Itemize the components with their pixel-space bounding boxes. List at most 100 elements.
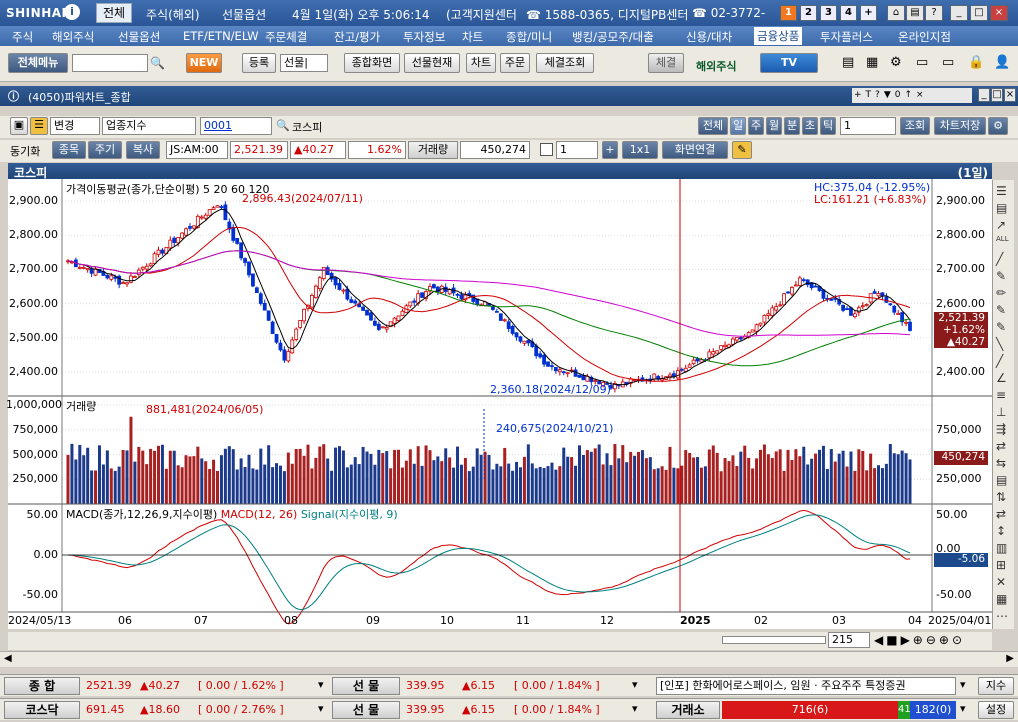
- fill-query-button[interactable]: 체결조회: [536, 53, 594, 73]
- drawing-tool-icon[interactable]: ✎: [996, 303, 1007, 317]
- drawing-tool-icon[interactable]: ≡: [996, 388, 1007, 402]
- monitor-icon[interactable]: ▭: [916, 55, 929, 70]
- menu-search-input[interactable]: [72, 54, 148, 72]
- drawing-tool-icon[interactable]: ↕: [996, 524, 1007, 538]
- zoom-slider[interactable]: [722, 636, 826, 644]
- drawing-tool-icon[interactable]: ▤: [996, 201, 1008, 215]
- kosdaq-dropdown-icon[interactable]: ▾: [318, 702, 324, 715]
- period-count-select[interactable]: 1: [840, 117, 896, 135]
- combined-screen-button[interactable]: 종합화면: [344, 53, 400, 73]
- tv-button[interactable]: TV: [760, 53, 818, 73]
- menu-item-4[interactable]: 주문체결: [265, 30, 308, 44]
- drawing-tool-icon[interactable]: ↗: [996, 218, 1007, 232]
- menu-item-12[interactable]: 투자플러스: [820, 30, 873, 44]
- period-day[interactable]: 일: [730, 117, 746, 135]
- help-icon[interactable]: ?: [925, 5, 943, 21]
- menu-item-6[interactable]: 투자정보: [403, 30, 446, 44]
- zoom-control-icons[interactable]: ◀■▶⊕⊖⊕⊙: [874, 633, 966, 647]
- code-search-icon[interactable]: 🔍: [276, 119, 290, 132]
- drawing-tool-icon[interactable]: ALL: [996, 235, 1009, 243]
- chart-button[interactable]: 차트: [466, 53, 496, 73]
- futures-status-button[interactable]: 선물현재: [404, 53, 460, 73]
- add-chart-button[interactable]: +: [602, 141, 618, 159]
- drawing-tool-icon[interactable]: ⇆: [996, 456, 1007, 470]
- menu-item-1[interactable]: 해외주식: [52, 30, 95, 44]
- print-icon[interactable]: ▤: [906, 5, 924, 21]
- drawing-tool-icon[interactable]: ✕: [996, 575, 1007, 589]
- menu-item-0[interactable]: 주식: [12, 30, 34, 44]
- scroll-right-icon[interactable]: ▶: [1006, 653, 1014, 664]
- drawing-tool-icon[interactable]: ⊥: [996, 405, 1007, 419]
- list-icon[interactable]: ☰: [30, 117, 48, 135]
- close-icon[interactable]: ×: [990, 5, 1008, 21]
- pencil-icon[interactable]: ✎: [732, 141, 752, 159]
- drawing-tool-icon[interactable]: ▤: [996, 473, 1008, 487]
- code-input[interactable]: 0001: [200, 117, 272, 135]
- drawing-tool-icon[interactable]: ⊞: [996, 558, 1007, 572]
- drawing-tool-icon[interactable]: ✎: [996, 320, 1007, 334]
- drawing-tool-icon[interactable]: ✎: [996, 269, 1007, 283]
- all-menu-button[interactable]: 전체메뉴: [8, 53, 68, 73]
- period-tick[interactable]: 틱: [820, 117, 836, 135]
- menu-item-11[interactable]: 금융상품: [754, 27, 803, 45]
- all-tab[interactable]: 전체: [96, 3, 132, 23]
- period-minute[interactable]: 분: [784, 117, 800, 135]
- maximize-icon[interactable]: □: [970, 5, 988, 21]
- window-tool-icons[interactable]: +T?▼0↑×: [852, 88, 972, 103]
- drawing-tool-icon[interactable]: ╲: [996, 337, 1004, 351]
- printer-icon[interactable]: ▤: [842, 55, 855, 70]
- settle-button[interactable]: 체결: [648, 53, 684, 73]
- layout-1x1-button[interactable]: 1x1: [622, 141, 658, 159]
- futures-dropdown-icon-2[interactable]: ▾: [632, 702, 638, 715]
- change-select[interactable]: 변경: [50, 117, 100, 135]
- drawing-tool-icon[interactable]: ∠: [996, 371, 1007, 385]
- sub-minimize-icon[interactable]: _: [978, 88, 990, 102]
- screen-link-button[interactable]: 화면연결: [662, 141, 728, 159]
- drawing-tool-icon[interactable]: ⇅: [996, 490, 1007, 504]
- window-icon[interactable]: ▭: [942, 55, 955, 70]
- screen-1-button[interactable]: 1: [780, 5, 797, 21]
- layout-icon[interactable]: ▣: [10, 117, 28, 135]
- zoom-count-input[interactable]: 215: [828, 632, 870, 648]
- news-ticker[interactable]: [인포] 한화에어로스페이스, 임원 · 주요주주 특정증권: [656, 677, 956, 695]
- index-button[interactable]: 지수: [978, 677, 1014, 695]
- drawing-tool-icon[interactable]: ⇄: [996, 507, 1007, 521]
- horizontal-scrollbar[interactable]: ◀ ▶: [0, 651, 1018, 667]
- new-button[interactable]: NEW: [186, 53, 222, 73]
- drawing-tool-icon[interactable]: ╱: [996, 354, 1004, 368]
- settings-gear-icon[interactable]: ⚙: [988, 117, 1008, 135]
- minimize-icon[interactable]: _: [950, 5, 968, 21]
- drawing-tool-icon[interactable]: ⋯: [996, 609, 1008, 623]
- sub-maximize-icon[interactable]: □: [991, 88, 1003, 102]
- period-all[interactable]: 전체: [698, 117, 728, 135]
- screen-add-button[interactable]: +: [860, 5, 877, 21]
- overlay-checkbox[interactable]: [540, 143, 553, 156]
- drawing-tool-icon[interactable]: ▦: [996, 592, 1008, 606]
- menu-item-3[interactable]: ETF/ETN/ELW: [183, 29, 259, 43]
- search-icon[interactable]: 🔍: [150, 56, 165, 70]
- calculator-icon[interactable]: ▦: [866, 55, 879, 70]
- query-button[interactable]: 조회: [900, 117, 930, 135]
- menu-item-13[interactable]: 온라인지점: [898, 30, 951, 44]
- copy-button[interactable]: 복사: [126, 141, 160, 159]
- futures-dropdown-icon[interactable]: ▾: [632, 678, 638, 691]
- chart-canvas[interactable]: [0, 179, 1018, 629]
- drawing-tool-icon[interactable]: ⇶: [996, 422, 1007, 436]
- lock-icon[interactable]: 🔒: [968, 55, 985, 70]
- tab-futures-options[interactable]: 선물옵션: [222, 8, 267, 22]
- screen-3-button[interactable]: 3: [820, 5, 837, 21]
- user-icon[interactable]: 👤: [994, 55, 1011, 70]
- period-week[interactable]: 주: [748, 117, 764, 135]
- screen-2-button[interactable]: 2: [800, 5, 817, 21]
- period-month[interactable]: 월: [766, 117, 782, 135]
- menu-item-5[interactable]: 잔고/평가: [334, 30, 381, 44]
- drawing-tool-icon[interactable]: ╱: [996, 252, 1004, 266]
- drawing-tool-icon[interactable]: ⇄: [996, 439, 1007, 453]
- order-button[interactable]: 주문: [500, 53, 530, 73]
- scroll-left-icon[interactable]: ◀: [4, 653, 12, 664]
- chart-count-select[interactable]: 1: [556, 141, 598, 159]
- index-type-select[interactable]: 업종지수: [102, 117, 196, 135]
- menu-item-7[interactable]: 차트: [462, 30, 484, 44]
- menu-item-8[interactable]: 종합/미니: [506, 30, 553, 44]
- gear-icon[interactable]: ⚙: [890, 55, 902, 70]
